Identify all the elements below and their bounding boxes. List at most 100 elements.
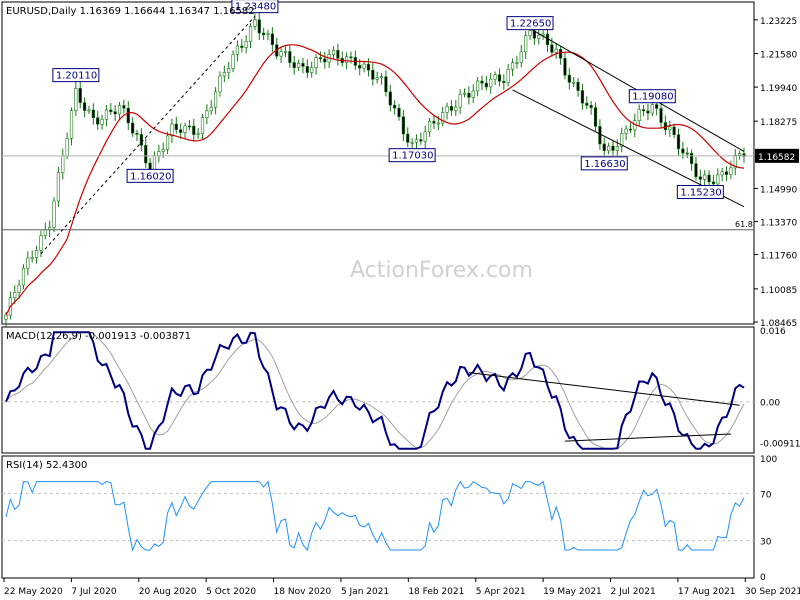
candle-body <box>222 72 226 77</box>
candle-body <box>510 62 515 70</box>
price-axis-label: 1.08465 <box>760 319 797 329</box>
candle-body <box>598 126 602 145</box>
price-callout-label: 1.15230 <box>680 188 721 199</box>
candle-body <box>126 107 130 124</box>
x-axis-label: 2 Jul 2021 <box>610 587 655 597</box>
candle-body <box>724 171 729 175</box>
rsi-axis-label: 70 <box>760 490 772 500</box>
candle-body <box>17 284 21 293</box>
x-axis-label: 7 Jul 2020 <box>71 587 116 597</box>
candle-body <box>388 91 392 106</box>
candle-body <box>685 152 689 155</box>
candle-body <box>563 58 567 76</box>
candle-body <box>26 257 30 269</box>
candle-body <box>82 102 87 111</box>
current-price-tag <box>755 148 799 163</box>
x-axis-label: 5 Oct 2020 <box>206 587 256 597</box>
candle-body <box>419 139 423 142</box>
candle-body <box>515 62 519 64</box>
macd-panel <box>1 326 755 454</box>
candle-body <box>550 44 554 53</box>
x-axis-label: 18 Feb 2021 <box>408 587 464 597</box>
candle-body <box>441 112 445 124</box>
candle-body <box>589 105 593 108</box>
candle-body <box>703 174 707 180</box>
price-callout-box <box>628 89 676 104</box>
rsi-axis-label: 100 <box>760 455 777 465</box>
candle-body <box>117 105 122 115</box>
candle-body <box>694 163 698 178</box>
candle-body <box>13 292 17 299</box>
axis-layer: 1.23225 1.21580 1.19940 1.18275 1.14990 1.133… <box>3 17 800 597</box>
candle-body <box>266 33 270 36</box>
candle-body <box>69 110 74 139</box>
fib-label: 61.8 <box>735 220 753 229</box>
moving-average-line <box>5 44 745 316</box>
candle-body <box>310 67 314 73</box>
macd-upper-trendline <box>468 372 740 406</box>
price-axis-label: 1.21580 <box>760 51 797 61</box>
candle-body <box>113 111 117 115</box>
candle-body <box>87 109 91 112</box>
candle-body <box>131 122 135 134</box>
x-axis-label: 18 Nov 2020 <box>274 587 332 597</box>
candle-body <box>349 56 353 59</box>
candle-body <box>497 74 502 82</box>
watermark: ActionForex.com <box>350 258 533 283</box>
candle-body <box>659 108 663 123</box>
candle-body <box>458 93 462 108</box>
candle-body <box>283 51 288 53</box>
price-callout-box <box>231 0 279 14</box>
candle-body <box>707 174 711 183</box>
candle-body <box>366 63 371 71</box>
candle-body <box>187 125 192 128</box>
candle-body <box>624 128 628 134</box>
candle-body <box>100 118 104 125</box>
candle-body <box>318 57 323 60</box>
macd-signal-line <box>5 331 745 450</box>
price-callout-box <box>52 68 100 83</box>
candle-body <box>738 153 742 156</box>
candle-body <box>397 107 401 118</box>
candle-body <box>52 200 56 228</box>
price-layer: 61.8 1.20110 1.23480 1.16020 1.17030 1.22650 1… <box>2 0 754 327</box>
candle-body <box>567 74 571 83</box>
candle-body <box>91 109 95 118</box>
price-axis-label: 1.18275 <box>760 118 797 128</box>
candle-body <box>655 104 659 109</box>
price-callout-box <box>506 16 554 31</box>
candle-body <box>454 106 458 111</box>
macd-lower-trendline <box>564 433 731 442</box>
candle-body <box>65 138 69 157</box>
candle-body <box>30 257 34 259</box>
candle-body <box>362 63 366 69</box>
candle-body <box>628 128 633 131</box>
candle-body <box>384 76 388 93</box>
candle-body <box>742 153 746 157</box>
candle-body <box>161 149 165 152</box>
candle-body <box>528 30 532 37</box>
candle-body <box>231 54 235 69</box>
candle-body <box>235 45 240 55</box>
candle-body <box>602 143 606 152</box>
candle-body <box>541 33 545 36</box>
candle-body <box>227 68 231 73</box>
candle-body <box>314 57 318 68</box>
rsi-line <box>5 480 745 552</box>
price-callout-label: 1.17030 <box>392 151 433 162</box>
candle-body <box>406 133 410 143</box>
candle-body <box>135 132 139 135</box>
candle-body <box>165 135 170 150</box>
x-axis-label: 19 May 2021 <box>543 587 602 597</box>
price-title: EURUSD,Daily 1.16369 1.16644 1.16347 1.1… <box>6 6 255 17</box>
candle-body <box>607 145 611 152</box>
macd-line <box>5 331 745 450</box>
candle-body <box>646 110 650 114</box>
candle-body <box>393 104 397 109</box>
candle-body <box>668 126 672 131</box>
candle-body <box>720 171 724 176</box>
candle-body <box>257 19 261 34</box>
candle-body <box>345 56 349 63</box>
dashed-trendline <box>40 15 256 255</box>
candle-body <box>74 87 78 111</box>
